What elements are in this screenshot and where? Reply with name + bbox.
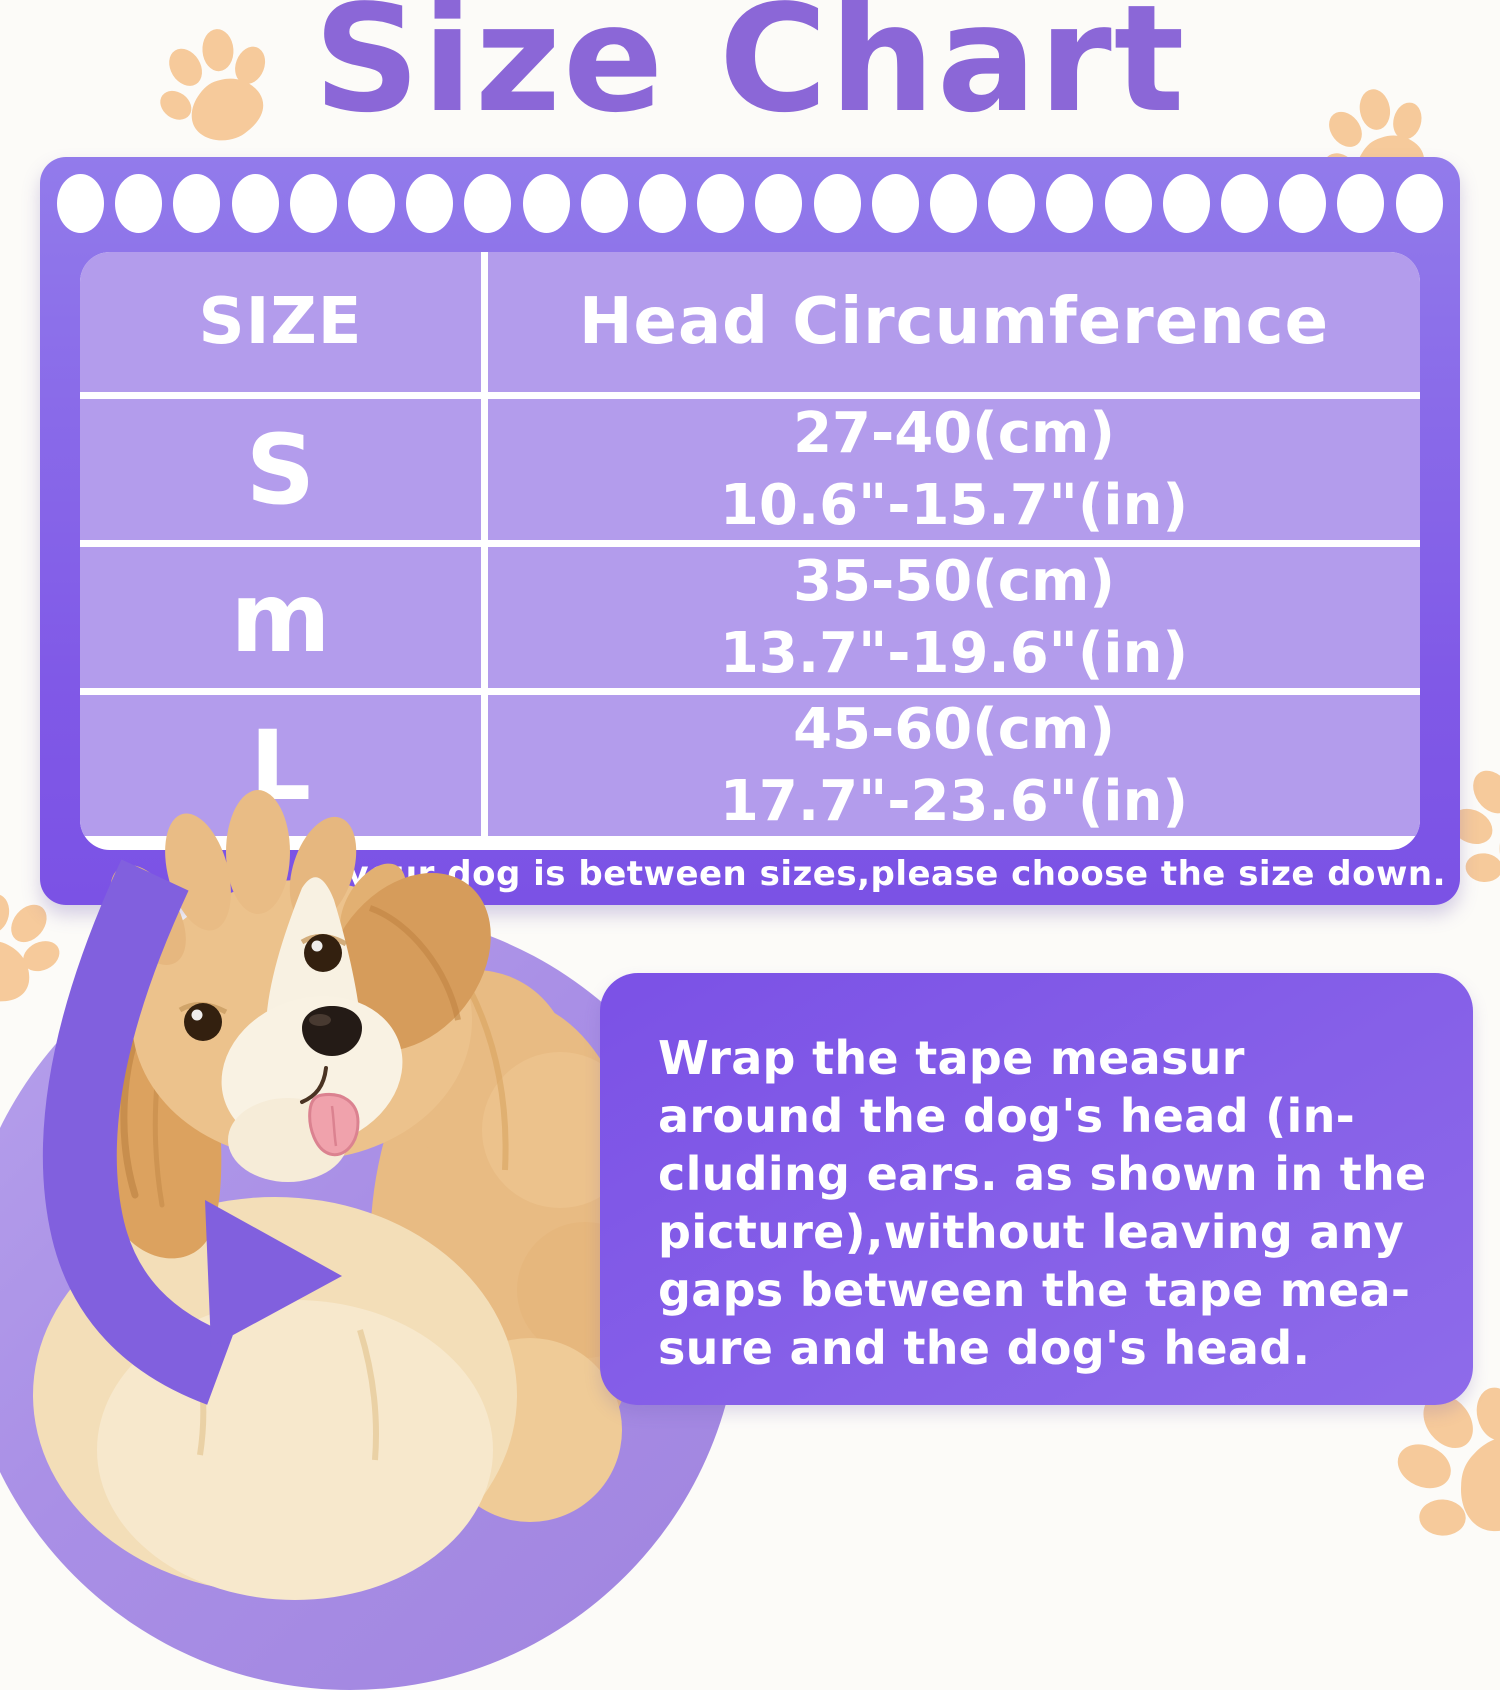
film-dot <box>406 174 454 233</box>
instruction-line: Wrap the tape measur <box>658 1031 1245 1085</box>
measuring-arrow-icon <box>42 859 342 1405</box>
film-dot <box>755 174 803 233</box>
film-dot <box>1221 174 1269 233</box>
range-cm: 45-60(cm) <box>793 696 1115 762</box>
film-dot <box>1337 174 1385 233</box>
film-dot <box>930 174 978 233</box>
film-dot <box>697 174 745 233</box>
film-dot <box>1162 174 1210 233</box>
film-dot <box>522 174 570 233</box>
film-dot <box>580 174 628 233</box>
size-label-m: m <box>80 547 481 688</box>
film-dot <box>1046 174 1094 233</box>
instruction-card: Wrap the tape measur around the dog's he… <box>600 973 1473 1405</box>
range-in: 13.7"-19.6"(in) <box>719 620 1189 686</box>
instruction-line: gaps between the tape mea- <box>658 1263 1411 1317</box>
film-dot <box>988 174 1036 233</box>
film-strip-dots <box>57 174 1443 233</box>
film-dot <box>57 174 104 233</box>
film-dot <box>115 174 163 233</box>
film-dot <box>348 174 396 233</box>
instruction-line: sure and the dog's head. <box>658 1321 1311 1375</box>
range-in: 10.6"-15.7"(in) <box>719 472 1189 538</box>
size-chart-panel: SIZE Head Circumference S 27-40(cm) 10.6… <box>40 157 1460 905</box>
range-in: 17.7"-23.6"(in) <box>719 768 1189 834</box>
column-header-size: SIZE <box>80 252 481 392</box>
film-dot <box>871 174 919 233</box>
range-cm: 27-40(cm) <box>793 400 1115 466</box>
size-range-m: 35-50(cm) 13.7"-19.6"(in) <box>488 547 1420 688</box>
instruction-line: around the dog's head (in- <box>658 1089 1356 1143</box>
film-dot <box>289 174 337 233</box>
film-dot <box>639 174 687 233</box>
paw-print-icon <box>151 22 284 158</box>
size-range-s: 27-40(cm) 10.6"-15.7"(in) <box>488 399 1420 540</box>
instruction-line: picture),without leaving any <box>658 1205 1405 1259</box>
film-dot <box>813 174 861 233</box>
film-dot <box>1279 174 1327 233</box>
range-cm: 35-50(cm) <box>793 548 1115 614</box>
size-label-s: S <box>80 399 481 540</box>
size-range-l: 45-60(cm) 17.7"-23.6"(in) <box>488 695 1420 836</box>
film-dot <box>1104 174 1152 233</box>
between-sizes-note: If your dog is between sizes,please choo… <box>305 854 1446 894</box>
page-title: Size Chart <box>313 0 1187 145</box>
film-dot <box>1395 174 1443 233</box>
instruction-line: cluding ears. as shown in the <box>658 1147 1427 1201</box>
size-table: SIZE Head Circumference S 27-40(cm) 10.6… <box>80 252 1420 850</box>
film-dot <box>173 174 221 233</box>
film-dot <box>464 174 512 233</box>
column-header-head-circumference: Head Circumference <box>488 252 1420 392</box>
film-dot <box>231 174 279 233</box>
